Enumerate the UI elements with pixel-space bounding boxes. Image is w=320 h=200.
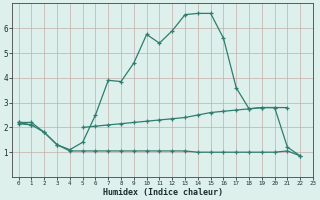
X-axis label: Humidex (Indice chaleur): Humidex (Indice chaleur): [103, 188, 223, 197]
